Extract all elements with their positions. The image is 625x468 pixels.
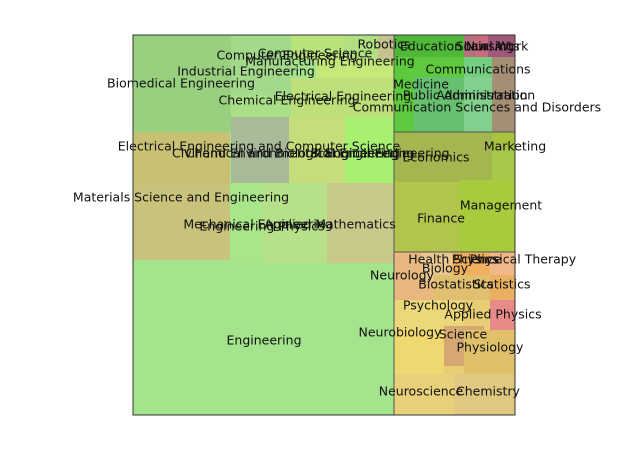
treemap-tile <box>434 275 490 300</box>
treemap-tile <box>488 35 515 57</box>
treemap-tile <box>316 55 394 78</box>
treemap-tile <box>454 374 515 415</box>
treemap-tile <box>414 77 464 132</box>
treemap-tile-label: Science <box>439 327 488 342</box>
treemap-tile <box>464 77 492 132</box>
treemap-tile-label: Communications <box>425 62 530 77</box>
treemap-tile-label: Finance <box>417 211 465 226</box>
treemap-tile-label: Mechanical Engineering <box>183 217 332 232</box>
treemap-tile-label: Arts <box>494 39 519 54</box>
treemap-tile <box>452 252 490 275</box>
treemap-tile-label: Chemical Engineering <box>219 93 356 108</box>
treemap-tile <box>394 330 444 374</box>
treemap-tile-label: Administration <box>436 88 527 103</box>
treemap-tile <box>133 35 231 132</box>
treemap-tile-label: Manufacturing Engineering <box>245 54 415 69</box>
treemap-frame <box>132 34 516 416</box>
treemap-tile-label: Biology <box>422 261 469 276</box>
treemap-tile <box>394 35 464 57</box>
treemap-tile-label: Public Administration <box>403 88 535 103</box>
treemap-tile-label: Neuroscience <box>379 384 464 399</box>
treemap-tile <box>492 132 515 150</box>
treemap-tile-label: Engineering Physics <box>199 219 324 234</box>
treemap-tile-label: Education <box>400 39 462 54</box>
treemap-tile <box>394 300 464 330</box>
treemap-tile-label: Applied Physics <box>444 307 541 322</box>
treemap-tile-label: Biological Engineering <box>310 146 449 161</box>
treemap-tile <box>345 35 378 60</box>
treemap-tile <box>133 184 230 260</box>
treemap-tile <box>231 117 289 183</box>
treemap-tile <box>262 183 327 263</box>
treemap-tile-label: Social Work <box>456 39 529 54</box>
treemap-tile <box>291 78 394 117</box>
treemap-tile <box>464 330 515 374</box>
treemap-tile-label: Industrial Engineering <box>177 64 315 79</box>
treemap-tile-label: Civil and Environmental Engineering <box>172 146 400 161</box>
treemap-tile-label: Biomedical Engineering <box>107 76 255 91</box>
treemap-tile <box>394 374 464 415</box>
treemap-tile-label: Biostatistics <box>418 277 493 292</box>
treemap-tile-label: Neurobiology <box>359 325 443 340</box>
treemap-tile-label: Medicine <box>393 77 449 92</box>
treemap-labels: Engineering Biomedical EngineeringIndustr… <box>73 37 601 399</box>
treemap-tile-label: Communication Sciences and Disorders <box>353 100 601 115</box>
treemap-tile <box>490 252 515 275</box>
treemap-tile <box>490 275 515 300</box>
treemap-tiles <box>133 35 515 415</box>
treemap-tile-label: Health Science <box>408 252 502 267</box>
treemap-tile-label: Management <box>460 198 542 213</box>
treemap-tile-label: Chemistry <box>456 384 521 399</box>
treemap-tile-label: Neurology <box>370 268 435 283</box>
treemap-tile-label: Electrical Engineering and Computer Scie… <box>118 139 401 154</box>
treemap-tile-label: Electrical Engineering <box>275 89 411 104</box>
treemap-tile-label: Physics <box>452 252 498 267</box>
treemap-tile-label: Statistics <box>473 277 530 292</box>
treemap-tile-label: Chemical and Biological Engineering <box>186 146 415 161</box>
treemap-tile <box>394 132 492 182</box>
treemap-tile-label: Nursing <box>466 39 514 54</box>
treemap-tile-label: Psychology <box>403 298 474 313</box>
treemap-tile-label: Physical Therapy <box>470 252 577 267</box>
treemap-tile <box>492 57 515 132</box>
treemap-tile <box>345 117 394 183</box>
treemap-tile-label: Engineering <box>227 333 302 348</box>
treemap-tile-label: Robotics <box>357 37 410 52</box>
treemap-tile-label: Applied Mathematics <box>264 217 396 232</box>
treemap-tile-label: Economics <box>402 150 469 165</box>
treemap-tile <box>327 183 394 263</box>
treemap-tile-label: Computer Engineering <box>216 48 357 63</box>
treemap-tile-label: Materials Science and Engineering <box>73 190 289 205</box>
treemap-tile <box>394 182 459 252</box>
treemap-tile-label: Computer Science <box>258 46 373 61</box>
treemap-tile <box>490 300 515 330</box>
treemap-tile-label: Law <box>464 39 489 54</box>
treemap-tile <box>133 132 230 184</box>
treemap-tile <box>289 117 349 183</box>
treemap-tile-label: Physiology <box>457 340 525 355</box>
treemap-tile <box>231 35 291 95</box>
treemap-tile <box>378 35 394 60</box>
treemap-tile <box>459 180 515 252</box>
